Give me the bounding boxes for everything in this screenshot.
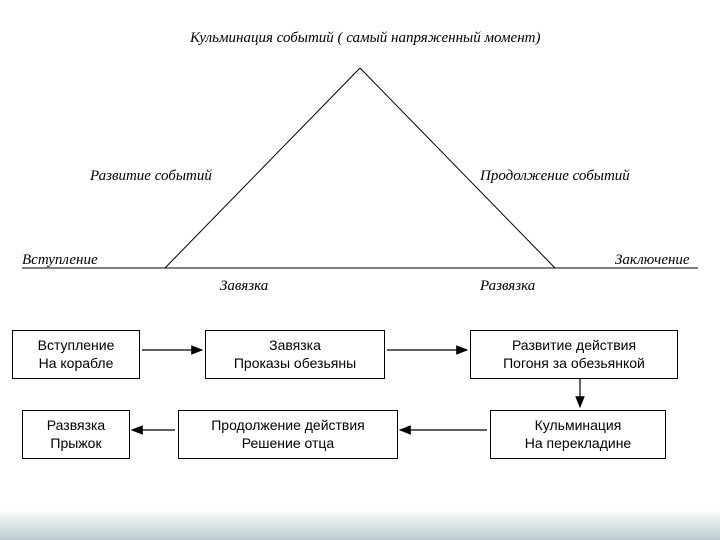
- box-climax: Кульминация На перекладине: [490, 410, 666, 459]
- label-climax-top: Кульминация событий ( самый напряженный …: [190, 30, 540, 47]
- label-conclusion: Заключение: [615, 252, 690, 269]
- box-intro-sub: На корабле: [21, 355, 131, 373]
- label-rising: Развитие событий: [90, 168, 212, 185]
- story-flowchart: Вступление На корабле Завязка Проказы об…: [0, 330, 720, 510]
- box-tie-sub: Проказы обезьяны: [214, 355, 376, 373]
- box-cont: Продолжение действия Решение отца: [178, 410, 398, 459]
- box-climax-sub: На перекладине: [499, 435, 657, 453]
- label-exposition: Завязка: [220, 278, 268, 295]
- box-untie: Развязка Прыжок: [22, 410, 130, 459]
- box-untie-sub: Прыжок: [31, 435, 121, 453]
- box-cont-sub: Решение отца: [187, 435, 389, 453]
- box-climax-title: Кульминация: [499, 417, 657, 435]
- decorative-footer: [0, 510, 720, 540]
- plot-triangle-diagram: Кульминация событий ( самый напряженный …: [20, 20, 700, 315]
- box-untie-title: Развязка: [31, 417, 121, 435]
- label-intro: Вступление: [22, 252, 98, 269]
- label-falling: Продолжение событий: [480, 168, 630, 185]
- box-tie-title: Завязка: [214, 337, 376, 355]
- box-tie: Завязка Проказы обезьяны: [205, 330, 385, 379]
- box-rise-title: Развитие действия: [479, 337, 669, 355]
- box-rise-sub: Погоня за обезьянкой: [479, 355, 669, 373]
- box-intro-title: Вступление: [21, 337, 131, 355]
- label-denouement: Развязка: [480, 278, 535, 295]
- box-intro: Вступление На корабле: [12, 330, 140, 379]
- box-cont-title: Продолжение действия: [187, 417, 389, 435]
- box-rise: Развитие действия Погоня за обезьянкой: [470, 330, 678, 379]
